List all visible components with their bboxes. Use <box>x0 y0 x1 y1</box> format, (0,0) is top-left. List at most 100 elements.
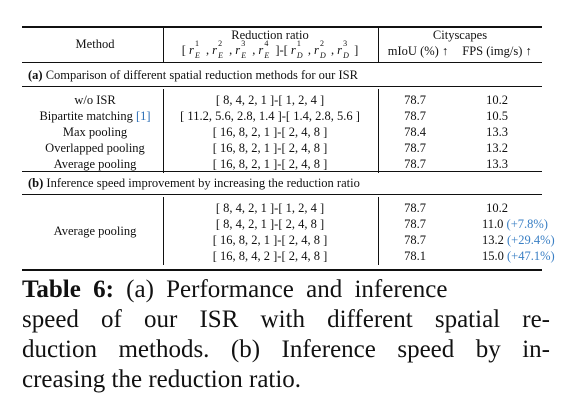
header-miou: mIoU (%) ↑ <box>387 43 449 58</box>
symbol-sub: D <box>296 51 303 61</box>
header-ratio-formula: [r 1 E, r 2 E, r 3 E, r 4 E]-[r 1 D, r 2 D, r 3 D] <box>180 40 360 61</box>
fps-cell: 15.0 (+47.1%) <box>482 250 555 263</box>
fps-cell: 13.2 <box>486 140 508 155</box>
ratio-cell: [ 16, 8, 2, 1 ]-[ 2, 4, 8 ] <box>212 232 328 247</box>
symbol-sub: E <box>264 51 270 61</box>
caption-line: speed of our ISR with different spatial … <box>22 305 550 335</box>
caption-line: creasing the reduction ratio. <box>22 365 550 395</box>
formula-text: , <box>229 42 233 57</box>
top-rule <box>22 26 542 28</box>
fps-value: 15.0 <box>482 248 504 263</box>
ratio-cell: [ 16, 8, 2, 1 ]-[ 2, 4, 8 ] <box>212 124 328 139</box>
miou-cell: 78.7 <box>404 216 426 231</box>
caption-text: speed of our ISR with different spatial … <box>22 306 550 333</box>
fps-cell: 13.2 (+29.4%) <box>482 234 555 247</box>
header-reduction-ratio: Reduction ratio <box>231 27 309 42</box>
miou-cell: 78.7 <box>404 156 426 171</box>
caption-label: Table 6: <box>22 276 114 303</box>
fps-cell: 11.0 (+7.8%) <box>482 218 548 231</box>
fps-cell: 10.5 <box>486 108 508 123</box>
symbol-sup: 3 <box>343 39 348 49</box>
section-label: (a) <box>28 67 43 82</box>
section-label: (b) <box>28 175 44 190</box>
column-rule <box>163 89 164 173</box>
header-method: Method <box>75 36 115 51</box>
formula-text: , <box>205 42 210 57</box>
miou-cell: 78.7 <box>404 232 426 247</box>
column-rule <box>378 89 379 173</box>
section-text: Comparison of different spatial reductio… <box>45 67 358 82</box>
symbol-sup: 2 <box>218 39 223 49</box>
formula-text: [ <box>181 42 186 57</box>
formula-text: , <box>307 42 311 57</box>
symbol-base: r <box>188 43 194 58</box>
header-fps: FPS (img/s) ↑ <box>462 43 532 58</box>
method-cell: Overlapped pooling <box>45 142 145 155</box>
column-rule <box>378 27 379 62</box>
column-rule <box>163 27 164 62</box>
ratio-cell: [ 8, 4, 2, 1 ]-[ 1, 2, 4 ] <box>215 200 325 215</box>
ratio-cell: [ 16, 8, 4, 2 ]-[ 2, 4, 8 ] <box>212 248 328 263</box>
section-text: Inference speed improvement by increasin… <box>46 175 360 190</box>
column-rule <box>378 197 379 265</box>
fps-cell: 13.3 <box>486 156 508 171</box>
miou-cell: 78.4 <box>404 124 426 139</box>
miou-cell: 78.7 <box>404 92 426 107</box>
formula-text: ] <box>354 42 359 57</box>
method-cell: Max pooling <box>63 126 127 139</box>
section-title: (a) Comparison of different spatial redu… <box>28 69 358 82</box>
symbol-base: r <box>235 43 241 58</box>
method-name: Overlapped pooling <box>45 140 145 155</box>
method-name: Bipartite matching <box>39 108 133 123</box>
symbol-base: r <box>212 43 217 58</box>
caption-text: duction methods. (b) Inference speed by … <box>22 336 550 363</box>
method-name: Average pooling <box>53 156 137 171</box>
symbol-base: r <box>313 43 319 58</box>
symbol-sub: D <box>319 51 326 61</box>
symbol-sup: 1 <box>296 39 301 49</box>
symbol-sup: 3 <box>241 39 246 49</box>
miou-cell: 78.7 <box>404 140 426 155</box>
symbol-base: r <box>337 43 342 58</box>
symbol-sup: 2 <box>319 39 324 49</box>
formula-text: ]-[ <box>275 42 288 57</box>
miou-cell: 78.7 <box>404 108 426 123</box>
method-name: w/o ISR <box>74 92 116 107</box>
fps-value: 11.0 <box>482 216 504 231</box>
fps-value: 13.2 <box>482 232 504 247</box>
ratio-cell: [ 11.2, 5.6, 2.8, 1.4 ]-[ 1.4, 2.8, 5.6 … <box>180 108 360 123</box>
method-cell: Average pooling <box>54 158 137 171</box>
fps-gain: (+47.1%) <box>507 248 555 263</box>
method-name: Max pooling <box>62 124 128 139</box>
symbol-sub: E <box>241 51 247 61</box>
formula-text: , <box>252 42 256 57</box>
bottom-rule <box>22 269 542 271</box>
miou-cell: 78.7 <box>404 200 426 215</box>
header-dataset: Cityscapes <box>432 27 488 42</box>
symbol-sub: D <box>343 51 349 61</box>
caption-line: duction methods. (b) Inference speed by … <box>22 335 550 365</box>
ratio-cell: [ 8, 4, 2, 1 ]-[ 2, 4, 8 ] <box>215 216 325 231</box>
formula-text: , <box>330 42 335 57</box>
header-rule <box>22 62 542 63</box>
section-rule <box>22 86 542 87</box>
section-rule <box>22 194 542 195</box>
fps-gain: (+7.8%) <box>506 216 548 231</box>
citation-link[interactable]: [1] <box>135 108 151 123</box>
fps-cell: 13.3 <box>486 124 508 139</box>
miou-cell: 78.1 <box>404 248 426 263</box>
fps-gain: (+29.4%) <box>507 232 555 247</box>
caption-text: (a) Performance and inference <box>126 276 448 303</box>
column-rule <box>163 197 164 265</box>
fps-cell: 10.2 <box>486 200 508 215</box>
ratio-cell: [ 8, 4, 2, 1 ]-[ 1, 2, 4 ] <box>215 92 325 107</box>
symbol-sup: 1 <box>194 39 199 49</box>
symbol-sub: E <box>218 51 223 61</box>
caption-line: Table 6: (a) Performance and inference <box>22 275 550 305</box>
